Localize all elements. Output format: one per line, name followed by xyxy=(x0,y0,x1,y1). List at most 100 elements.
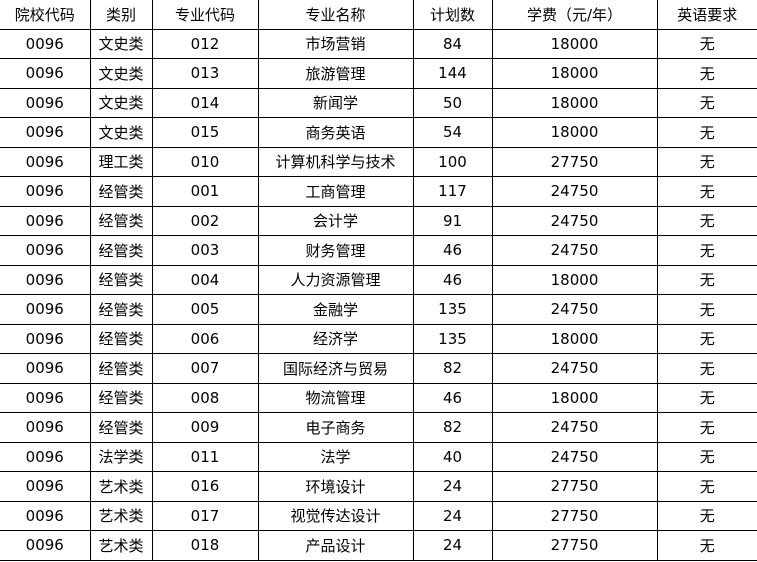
cell-tuition: 24750 xyxy=(491,412,658,443)
cell-major-code: 018 xyxy=(151,530,259,561)
cell-plan-count: 82 xyxy=(412,412,493,443)
cell-tuition: 24750 xyxy=(491,205,658,236)
cell-category: 经管类 xyxy=(89,294,153,325)
cell-major-name: 会计学 xyxy=(257,205,414,236)
table-row: 0096 经管类 007 国际经济与贸易 82 24750 无 xyxy=(0,353,757,384)
table-row: 0096 经管类 001 工商管理 117 24750 无 xyxy=(0,176,757,207)
cell-school-code: 0096 xyxy=(0,58,91,89)
cell-tuition: 24750 xyxy=(491,441,658,472)
cell-school-code: 0096 xyxy=(0,382,91,413)
cell-tuition: 24750 xyxy=(491,294,658,325)
cell-school-code: 0096 xyxy=(0,353,91,384)
cell-category: 经管类 xyxy=(89,235,153,266)
cell-major-name: 视觉传达设计 xyxy=(257,500,414,531)
cell-category: 经管类 xyxy=(89,382,153,413)
cell-plan-count: 91 xyxy=(412,205,493,236)
cell-major-name: 工商管理 xyxy=(257,176,414,207)
cell-english-requirement: 无 xyxy=(656,146,757,177)
cell-plan-count: 24 xyxy=(412,500,493,531)
cell-major-code: 009 xyxy=(151,412,259,443)
header-english-requirement: 英语要求 xyxy=(656,0,757,30)
cell-school-code: 0096 xyxy=(0,176,91,207)
cell-tuition: 27750 xyxy=(491,530,658,561)
cell-category: 艺术类 xyxy=(89,471,153,502)
cell-tuition: 18000 xyxy=(491,58,658,89)
cell-category: 经管类 xyxy=(89,176,153,207)
cell-major-code: 013 xyxy=(151,58,259,89)
cell-major-name: 国际经济与贸易 xyxy=(257,353,414,384)
cell-school-code: 0096 xyxy=(0,205,91,236)
cell-tuition: 18000 xyxy=(491,323,658,354)
cell-major-name: 商务英语 xyxy=(257,117,414,148)
cell-major-code: 002 xyxy=(151,205,259,236)
cell-tuition: 18000 xyxy=(491,87,658,118)
cell-tuition: 18000 xyxy=(491,264,658,295)
cell-tuition: 18000 xyxy=(491,382,658,413)
header-major-code: 专业代码 xyxy=(151,0,259,30)
table-row: 0096 艺术类 018 产品设计 24 27750 无 xyxy=(0,530,757,561)
cell-school-code: 0096 xyxy=(0,412,91,443)
table-row: 0096 理工类 010 计算机科学与技术 100 27750 无 xyxy=(0,146,757,177)
cell-english-requirement: 无 xyxy=(656,500,757,531)
table-row: 0096 经管类 006 经济学 135 18000 无 xyxy=(0,323,757,354)
cell-tuition: 18000 xyxy=(491,117,658,148)
table-row: 0096 文史类 013 旅游管理 144 18000 无 xyxy=(0,58,757,89)
cell-plan-count: 84 xyxy=(412,28,493,59)
cell-plan-count: 117 xyxy=(412,176,493,207)
cell-major-code: 005 xyxy=(151,294,259,325)
cell-plan-count: 100 xyxy=(412,146,493,177)
cell-major-name: 市场营销 xyxy=(257,28,414,59)
cell-english-requirement: 无 xyxy=(656,441,757,472)
table-row: 0096 经管类 009 电子商务 82 24750 无 xyxy=(0,412,757,443)
cell-major-name: 新闻学 xyxy=(257,87,414,118)
cell-tuition: 24750 xyxy=(491,235,658,266)
cell-category: 文史类 xyxy=(89,87,153,118)
header-tuition: 学费（元/年） xyxy=(491,0,658,30)
cell-tuition: 18000 xyxy=(491,28,658,59)
cell-plan-count: 50 xyxy=(412,87,493,118)
cell-category: 经管类 xyxy=(89,412,153,443)
table-row: 0096 经管类 004 人力资源管理 46 18000 无 xyxy=(0,264,757,295)
header-row: 院校代码 类别 专业代码 专业名称 计划数 学费（元/年） 英语要求 xyxy=(0,0,757,30)
cell-plan-count: 144 xyxy=(412,58,493,89)
cell-english-requirement: 无 xyxy=(656,530,757,561)
header-plan-count: 计划数 xyxy=(412,0,493,30)
cell-plan-count: 40 xyxy=(412,441,493,472)
cell-major-name: 电子商务 xyxy=(257,412,414,443)
header-major-name: 专业名称 xyxy=(257,0,414,30)
cell-plan-count: 46 xyxy=(412,382,493,413)
cell-tuition: 24750 xyxy=(491,176,658,207)
cell-plan-count: 135 xyxy=(412,294,493,325)
cell-school-code: 0096 xyxy=(0,264,91,295)
table-row: 0096 经管类 005 金融学 135 24750 无 xyxy=(0,294,757,325)
cell-category: 经管类 xyxy=(89,323,153,354)
cell-category: 理工类 xyxy=(89,146,153,177)
cell-english-requirement: 无 xyxy=(656,471,757,502)
cell-english-requirement: 无 xyxy=(656,28,757,59)
cell-major-name: 财务管理 xyxy=(257,235,414,266)
cell-major-name: 人力资源管理 xyxy=(257,264,414,295)
cell-english-requirement: 无 xyxy=(656,205,757,236)
cell-major-code: 001 xyxy=(151,176,259,207)
cell-major-code: 006 xyxy=(151,323,259,354)
cell-english-requirement: 无 xyxy=(656,382,757,413)
cell-plan-count: 24 xyxy=(412,530,493,561)
cell-major-code: 017 xyxy=(151,500,259,531)
cell-category: 法学类 xyxy=(89,441,153,472)
cell-plan-count: 46 xyxy=(412,235,493,266)
cell-plan-count: 135 xyxy=(412,323,493,354)
cell-major-code: 014 xyxy=(151,87,259,118)
cell-school-code: 0096 xyxy=(0,294,91,325)
cell-major-name: 金融学 xyxy=(257,294,414,325)
cell-category: 艺术类 xyxy=(89,500,153,531)
cell-english-requirement: 无 xyxy=(656,353,757,384)
cell-tuition: 24750 xyxy=(491,353,658,384)
cell-tuition: 27750 xyxy=(491,146,658,177)
cell-major-code: 003 xyxy=(151,235,259,266)
cell-school-code: 0096 xyxy=(0,28,91,59)
cell-english-requirement: 无 xyxy=(656,235,757,266)
table-row: 0096 文史类 014 新闻学 50 18000 无 xyxy=(0,87,757,118)
cell-major-code: 015 xyxy=(151,117,259,148)
cell-school-code: 0096 xyxy=(0,441,91,472)
table-row: 0096 法学类 011 法学 40 24750 无 xyxy=(0,441,757,472)
